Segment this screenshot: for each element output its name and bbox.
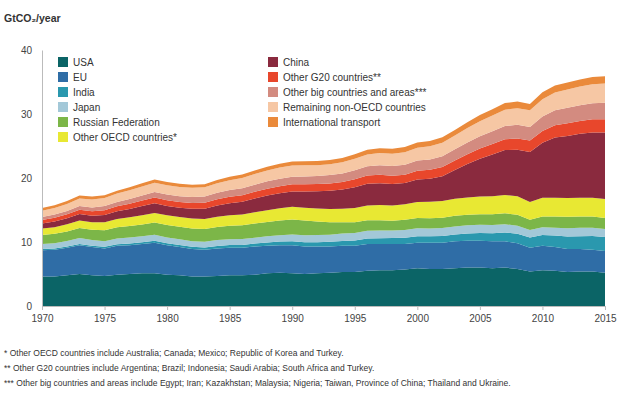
- legend-label: Russian Federation: [73, 117, 160, 128]
- tick: 0: [26, 301, 42, 312]
- legend-label: Other OECD countries*: [73, 132, 177, 143]
- tick-mark: [480, 306, 481, 310]
- tick-label: 40: [21, 45, 33, 56]
- legend-swatch: [58, 132, 68, 142]
- legend-item: EU: [58, 72, 87, 83]
- tick-label: 0: [26, 301, 32, 312]
- tick: 2010: [532, 306, 555, 324]
- tick-label: 2000: [407, 313, 430, 324]
- tick-label: 2010: [532, 313, 555, 324]
- tick: 2005: [469, 306, 492, 324]
- tick-label: 1985: [219, 313, 242, 324]
- legend-label: Other big countries and areas***: [283, 87, 427, 98]
- tick-label: 30: [21, 109, 33, 120]
- tick: 1975: [94, 306, 117, 324]
- tick: 30: [21, 109, 42, 120]
- legend-item: Other big countries and areas***: [268, 87, 427, 98]
- legend-swatch: [58, 102, 68, 112]
- legend-swatch: [268, 87, 278, 97]
- legend-item: Other OECD countries*: [58, 132, 177, 143]
- legend-label: China: [283, 57, 310, 68]
- legend-label: Other G20 countries**: [283, 72, 381, 83]
- tick-mark: [292, 306, 293, 310]
- y-axis-title: GtCO₂/year: [4, 12, 61, 24]
- tick-label: 2015: [594, 313, 617, 324]
- tick: 10: [21, 237, 42, 248]
- legend-item: Russian Federation: [58, 117, 160, 128]
- legend-item: China: [268, 57, 310, 68]
- tick-mark: [542, 306, 543, 310]
- x-axis: 1970 1975 1980 1985 1990 1995 2000 2005 2010 2015: [31, 306, 617, 324]
- tick: 1980: [156, 306, 179, 324]
- tick-mark: [417, 306, 418, 310]
- footnote: ** Other G20 countries include Argentina…: [4, 363, 374, 373]
- tick-label: 10: [21, 237, 33, 248]
- legend-label: India: [73, 87, 95, 98]
- legend-label: Remaining non-OECD countries: [283, 102, 426, 113]
- axis-line: [43, 307, 606, 311]
- tick-mark: [230, 306, 231, 310]
- legend-swatch: [58, 87, 68, 97]
- axis-line: [42, 51, 43, 307]
- tick-label: 1970: [31, 313, 54, 324]
- tick: 1970: [31, 306, 54, 324]
- legend-swatch: [268, 102, 278, 112]
- legend-label: EU: [73, 72, 87, 83]
- tick-label: 1995: [344, 313, 367, 324]
- tick: 1985: [219, 306, 242, 324]
- tick-label: 20: [21, 173, 33, 184]
- tick: 40: [21, 45, 42, 56]
- plot-area: [42, 76, 605, 306]
- tick-mark: [42, 306, 43, 310]
- tick-label: 2005: [469, 313, 492, 324]
- legend-item: International transport: [268, 117, 381, 128]
- legend-item: Other G20 countries**: [268, 72, 381, 83]
- y-axis: 0 10 20 30 40: [21, 45, 43, 312]
- legend-swatch: [268, 72, 278, 82]
- legend-item: India: [58, 87, 95, 98]
- legend-swatch: [58, 57, 68, 67]
- tick: 20: [21, 173, 42, 184]
- tick-label: 1975: [94, 313, 117, 324]
- footnotes: * Other OECD countries include Australia…: [4, 348, 511, 388]
- legend-swatch: [268, 57, 278, 67]
- tick-label: 1990: [282, 313, 305, 324]
- legend-label: Japan: [73, 102, 100, 113]
- tick-label: 1980: [156, 313, 179, 324]
- legend-swatch: [58, 117, 68, 127]
- chart-root: GtCO₂/year010203040197019751980198519901…: [0, 0, 633, 403]
- legend-swatch: [58, 72, 68, 82]
- footnote: * Other OECD countries include Australia…: [4, 348, 344, 358]
- legend: USA EU India Japan Russian Federation Other O…: [58, 57, 427, 143]
- legend-label: International transport: [283, 117, 381, 128]
- tick: 1990: [282, 306, 305, 324]
- tick-mark: [167, 306, 168, 310]
- tick: 1995: [344, 306, 367, 324]
- legend-item: Remaining non-OECD countries: [268, 102, 426, 113]
- legend-swatch: [268, 117, 278, 127]
- legend-item: USA: [58, 57, 94, 68]
- footnote: *** Other big countries and areas includ…: [4, 378, 511, 388]
- tick: 2015: [594, 306, 617, 324]
- tick: 2000: [407, 306, 430, 324]
- legend-item: Japan: [58, 102, 100, 113]
- tick-mark: [605, 306, 606, 310]
- tick-mark: [105, 306, 106, 310]
- tick-mark: [355, 306, 356, 310]
- legend-label: USA: [73, 57, 94, 68]
- area-series: [42, 76, 605, 210]
